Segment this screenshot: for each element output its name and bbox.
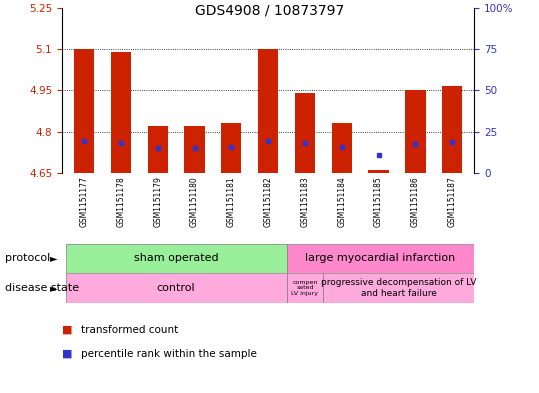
Bar	[66, 244, 287, 273]
Text: ■: ■	[62, 325, 72, 335]
Text: GSM1151184: GSM1151184	[337, 176, 346, 227]
Bar	[148, 126, 168, 173]
Text: GSM1151183: GSM1151183	[300, 176, 309, 227]
Text: GDS4908 / 10873797: GDS4908 / 10873797	[195, 4, 344, 18]
Bar	[111, 52, 131, 173]
Bar	[331, 123, 352, 173]
Bar	[405, 90, 425, 173]
Text: ►: ►	[50, 253, 57, 263]
Text: GSM1151181: GSM1151181	[227, 176, 236, 227]
Text: protocol: protocol	[5, 253, 51, 263]
Text: ■: ■	[62, 349, 72, 359]
Bar	[369, 170, 389, 173]
Bar	[184, 126, 205, 173]
Text: GSM1151187: GSM1151187	[448, 176, 457, 227]
Text: ►: ►	[50, 283, 57, 293]
Text: transformed count: transformed count	[81, 325, 178, 335]
Text: GSM1151180: GSM1151180	[190, 176, 199, 227]
Bar	[74, 49, 94, 173]
Bar	[66, 273, 287, 303]
Text: GSM1151186: GSM1151186	[411, 176, 420, 227]
Text: control: control	[157, 283, 196, 293]
Bar	[323, 273, 474, 303]
Bar	[442, 86, 462, 173]
Bar	[221, 123, 241, 173]
Text: progressive decompensation of LV
and heart failure: progressive decompensation of LV and hea…	[321, 278, 476, 298]
Text: compen
sated
LV injury: compen sated LV injury	[292, 279, 319, 296]
Text: disease state: disease state	[5, 283, 80, 293]
Text: percentile rank within the sample: percentile rank within the sample	[81, 349, 257, 359]
Text: GSM1151179: GSM1151179	[153, 176, 162, 227]
Text: GSM1151177: GSM1151177	[80, 176, 88, 227]
Text: GSM1151178: GSM1151178	[116, 176, 126, 227]
Text: sham operated: sham operated	[134, 253, 218, 263]
Text: GSM1151182: GSM1151182	[264, 176, 273, 227]
Text: GSM1151185: GSM1151185	[374, 176, 383, 227]
Bar	[295, 93, 315, 173]
Text: large myocardial infarction: large myocardial infarction	[305, 253, 455, 263]
Bar	[287, 244, 474, 273]
Bar	[287, 273, 323, 303]
Bar	[258, 49, 278, 173]
